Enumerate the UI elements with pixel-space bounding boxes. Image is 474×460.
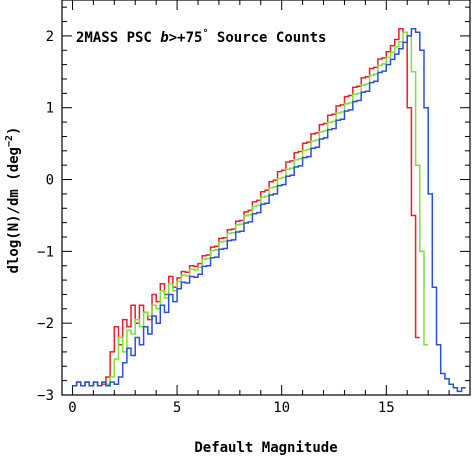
y-tick-label: 1	[46, 101, 54, 117]
series-line-1	[72, 31, 429, 387]
series-line-2	[72, 27, 466, 393]
axis-ticks	[62, 0, 471, 396]
x-tick-label: 0	[68, 400, 76, 416]
chart-title: 2MASS PSC b>+75° Source Counts	[76, 28, 327, 46]
x-tick-label: 5	[173, 400, 181, 416]
y-tick-label: −1	[37, 244, 54, 260]
y-tick-label: 0	[46, 173, 54, 189]
y-axis-title: dlog(N)/dm (deg−2)	[4, 127, 22, 274]
series-line-0	[72, 27, 420, 387]
x-tick-label: 15	[378, 400, 395, 416]
x-tick-label: 10	[273, 400, 290, 416]
tick-labels: 0 5 10 15 −3 −2 −1 0 1 2	[37, 29, 395, 416]
plot-frame	[61, 0, 471, 396]
plot-area	[72, 27, 466, 393]
y-tick-label: −3	[37, 388, 54, 404]
y-tick-label: −2	[37, 316, 54, 332]
y-tick-label: 2	[46, 29, 54, 45]
x-axis-title: Default Magnitude	[194, 440, 337, 456]
